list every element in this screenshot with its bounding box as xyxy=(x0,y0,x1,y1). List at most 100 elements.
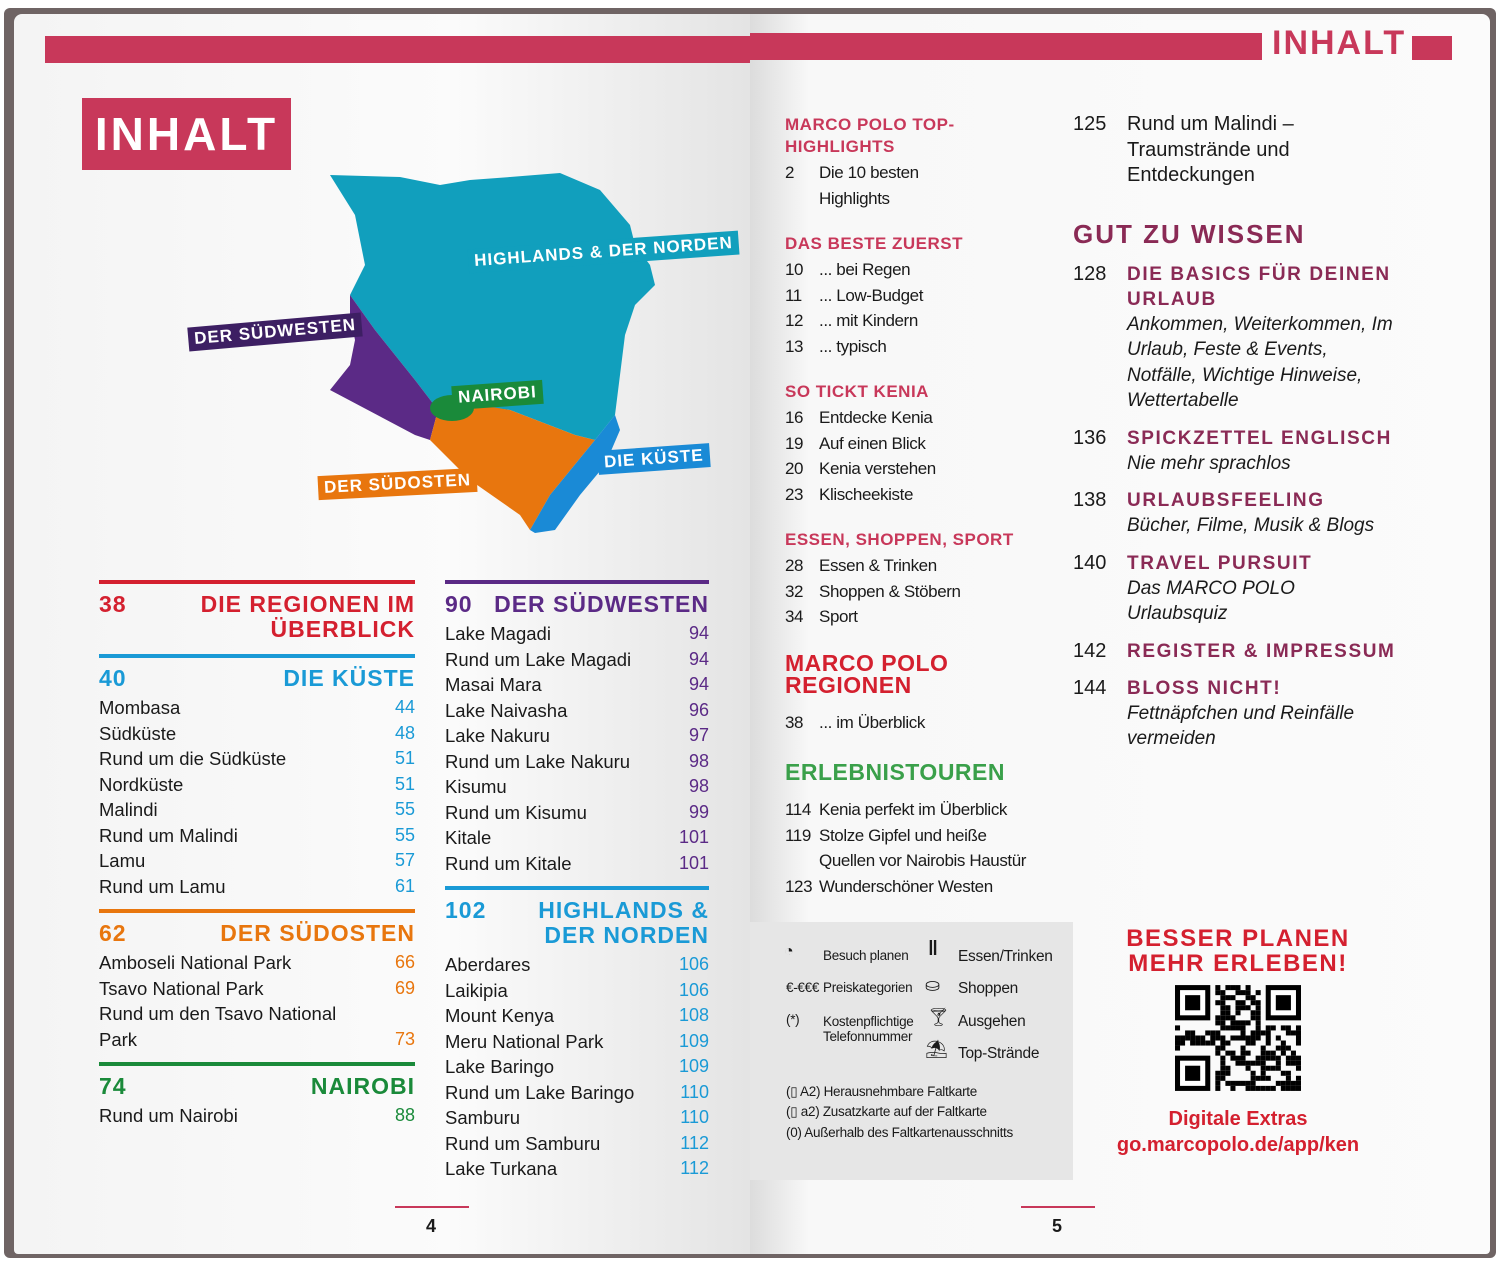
toc-entry[interactable]: Aberdares 106 xyxy=(445,952,709,978)
section-header[interactable]: 38 DIE REGIONEN IM ÜBERBLICK xyxy=(99,592,415,642)
toc-entry-page: 110 xyxy=(680,1081,709,1102)
map-region-southeast[interactable] xyxy=(430,400,595,530)
toc-entry[interactable]: 123 Wunderschöner Westen xyxy=(785,874,1055,900)
toc-entry[interactable]: Lake Nakuru 97 xyxy=(445,723,709,749)
section-header[interactable]: 74 NAIROBI xyxy=(99,1074,415,1099)
toc-entry[interactable]: 23 Klischeekiste xyxy=(785,482,1055,508)
toc-entry-label: Nordküste xyxy=(99,773,184,795)
legend-map3: (0) Außerhalb des Faltkartenausschnitts xyxy=(786,1125,1013,1140)
toc-entry[interactable]: Meru National Park 109 xyxy=(445,1029,709,1055)
toc-entry[interactable]: Rund um Nairobi 88 xyxy=(99,1103,415,1129)
promo-url[interactable]: go.marcopolo.de/app/ken xyxy=(1116,1134,1360,1156)
section-title[interactable]: ERLEBNISTOUREN xyxy=(785,759,1005,785)
toc-entry[interactable]: Rund um die Südküste 51 xyxy=(99,746,415,772)
section-title: DIE KÜSTE xyxy=(283,665,415,691)
toc-entry-page: 11 xyxy=(785,285,802,305)
toc-entry[interactable]: Rund um Lake Baringo 110 xyxy=(445,1080,709,1106)
toc-entry[interactable]: 144 BLOSS NICHT! Fettnäpfchen und Reinfäll… xyxy=(1073,676,1403,752)
map-region-north[interactable] xyxy=(330,173,655,440)
toc-entry-page: 101 xyxy=(678,852,709,873)
toc-entry[interactable]: Nordküste 51 xyxy=(99,772,415,798)
toc-entry-page: 51 xyxy=(394,773,415,794)
toc-entry[interactable]: Masai Mara 94 xyxy=(445,672,709,698)
qr-code[interactable] xyxy=(1175,985,1301,1091)
toc-entry[interactable]: Kisumu 98 xyxy=(445,774,709,800)
toc-entry[interactable]: Rund um Lake Nakuru 98 xyxy=(445,749,709,775)
toc-entry-page: 57 xyxy=(394,850,415,870)
toc-entry-title: SPICKZETTEL ENGLISCH xyxy=(1127,427,1392,449)
toc-entry-label: Samburu xyxy=(445,1107,521,1128)
toc-entry-page: 109 xyxy=(678,1056,709,1076)
toc-entry[interactable]: Lake Baringo 109 xyxy=(445,1054,709,1080)
toc-entry[interactable]: Lamu 57 xyxy=(99,848,415,874)
toc-entry[interactable]: 114 Kenia perfekt im Überblick xyxy=(785,797,1055,823)
toc-entry[interactable]: 16 Entdecke Kenia xyxy=(785,405,1055,431)
toc-entry[interactable]: Tsavo National Park 69 xyxy=(99,976,415,1002)
toc-entry[interactable]: 125 Rund um Malindi – Traumstrände und En… xyxy=(1073,112,1403,189)
section-title[interactable]: DAS BESTE ZUERST xyxy=(785,234,964,253)
toc-entry-page: 97 xyxy=(688,725,709,745)
toc-entry[interactable]: Rund um Malindi 55 xyxy=(99,823,415,849)
toc-entry[interactable]: 28 Essen & Trinken xyxy=(785,553,1055,579)
section-header[interactable]: 62 DER SÜDOSTEN xyxy=(99,921,415,946)
toc-entry-page: 23 xyxy=(785,484,804,504)
toc-entry[interactable]: 13 ... typisch xyxy=(785,334,1055,360)
toc-entry[interactable]: Rund um Lamu 61 xyxy=(99,874,415,900)
toc-entry[interactable]: 142 REGISTER & IMPRESSUM xyxy=(1073,639,1403,664)
toc-entry[interactable]: 38 ... im Überblick xyxy=(785,710,1055,736)
toc-entry[interactable]: 138 URLAUBSFEELING Bücher, Filme, Musik & … xyxy=(1073,488,1403,539)
toc-entry[interactable]: Rund um Kitale 101 xyxy=(445,851,709,877)
toc-entry[interactable]: Mount Kenya 108 xyxy=(445,1003,709,1029)
toc-entry-page: 10 xyxy=(785,260,804,279)
section-title[interactable]: MARCO POLO TOP-HIGHLIGHTS xyxy=(785,115,955,156)
section-title: GUT ZU WISSEN xyxy=(1073,218,1306,249)
toc-entry[interactable]: Rund um Kisumu 99 xyxy=(445,800,709,826)
toc-entry[interactable]: Südküste 48 xyxy=(99,721,415,747)
section-page-number: 62 xyxy=(99,920,127,946)
toc-entry[interactable]: 11 ... Low-Budget xyxy=(785,283,1055,309)
toc-entry[interactable]: 140 TRAVEL PURSUIT Das MARCO POLO Urlaubsq… xyxy=(1073,551,1403,627)
toc-entry-label: Rund um Samburu xyxy=(445,1132,601,1154)
toc-entry[interactable]: 34 Sport xyxy=(785,604,1055,630)
toc-entry-page: 69 xyxy=(394,977,415,998)
toc-entry[interactable]: 19 Auf einen Blick xyxy=(785,431,1055,457)
section-title[interactable]: SO TICKT KENIA xyxy=(785,382,929,401)
legend-map1: (▯ A2) Herausnehmbare Faltkarte xyxy=(786,1084,977,1099)
section-title[interactable]: ESSEN, SHOPPEN, SPORT xyxy=(785,530,1014,549)
toc-entry[interactable]: 136 SPICKZETTEL ENGLISCH Nie mehr sprachlo… xyxy=(1073,426,1403,477)
fork-knife-icon: ǁ xyxy=(928,938,938,960)
section-header[interactable]: 90 DER SÜDWESTEN xyxy=(445,592,709,617)
toc-entry-page: 88 xyxy=(394,1105,415,1125)
page-number-left: 4 xyxy=(426,1216,437,1236)
toc-entry[interactable]: Lake Naivasha 96 xyxy=(445,698,709,724)
toc-entry[interactable]: Laikipia 106 xyxy=(445,978,709,1004)
toc-entry[interactable]: 20 Kenia verstehen xyxy=(785,456,1055,482)
toc-entry[interactable]: 12 ... mit Kindern xyxy=(785,308,1055,334)
toc-entry-page: 55 xyxy=(394,824,415,845)
toc-entry-page: 99 xyxy=(688,801,709,822)
toc-entry[interactable]: Samburu 110 xyxy=(445,1105,709,1131)
toc-entry[interactable]: 119 Stolze Gipfel und heiße Quellen vor N… xyxy=(785,823,1055,874)
toc-entry[interactable]: Rund um Lake Magadi 94 xyxy=(445,647,709,673)
toc-entry[interactable]: Rund um den Tsavo National Park 73 xyxy=(99,1001,415,1052)
toc-entry[interactable]: 32 Shoppen & Stöbern xyxy=(785,579,1055,605)
toc-entry[interactable]: Amboseli National Park 66 xyxy=(99,950,415,976)
map-region-coast[interactable] xyxy=(530,415,620,533)
toc-entry-page: 136 xyxy=(1073,426,1107,449)
toc-entry[interactable]: Mombasa 44 xyxy=(99,695,415,721)
toc-entry-page: 138 xyxy=(1073,489,1107,511)
toc-entry[interactable]: 128 DIE BASICS FÜR DEINEN URLAUB Ankommen,… xyxy=(1073,262,1403,414)
section-title[interactable]: MARCO POLO REGIONEN xyxy=(785,649,949,698)
legend-box: ◔ Besuch planen €-€€€ Preiskategorien (*… xyxy=(750,922,1073,1180)
toc-entry-label: ... typisch xyxy=(819,336,887,356)
section-header[interactable]: 40 DIE KÜSTE xyxy=(99,666,415,691)
toc-entry[interactable]: Kitale 101 xyxy=(445,825,709,851)
section-header[interactable]: 102 HIGHLANDS & DER NORDEN xyxy=(445,898,709,948)
toc-entry[interactable]: 2 Die 10 besten Highlights xyxy=(785,160,1055,211)
toc-entry[interactable]: Lake Turkana 112 xyxy=(445,1156,709,1182)
toc-entry[interactable]: Rund um Samburu 112 xyxy=(445,1131,709,1157)
toc-entry[interactable]: Lake Magadi 94 xyxy=(445,621,709,647)
toc-entry[interactable]: Malindi 55 xyxy=(99,797,415,823)
toc-entry[interactable]: 10 ... bei Regen xyxy=(785,257,1055,283)
legend-food: Essen/Trinken xyxy=(958,948,1053,965)
